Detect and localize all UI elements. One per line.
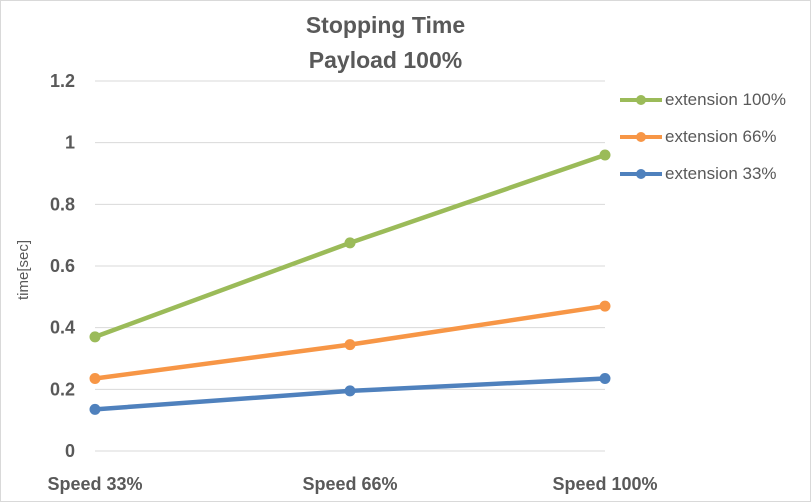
- data-point: [344, 237, 356, 249]
- series-lines: [92, 152, 608, 412]
- data-point: [599, 300, 611, 312]
- x-axis-ticks: Speed 33% Speed 66% Speed 100%: [47, 474, 657, 494]
- x-tick-label: Speed 33%: [47, 474, 142, 494]
- y-tick-label: 1.2: [50, 71, 75, 91]
- y-tick-label: 0.4: [50, 318, 75, 338]
- data-point: [599, 149, 611, 161]
- legend-swatch: [620, 95, 662, 105]
- x-tick-label: Speed 100%: [552, 474, 657, 494]
- data-point: [89, 331, 101, 343]
- legend-swatch: [620, 169, 662, 179]
- data-point: [599, 373, 611, 385]
- data-point: [89, 403, 101, 415]
- legend-label: extension 100%: [665, 90, 786, 109]
- y-axis-label: time[sec]: [15, 240, 32, 300]
- legend-label: extension 33%: [665, 164, 777, 183]
- chart-title-line-2: Payload 100%: [308, 47, 463, 73]
- y-tick-label: 0.6: [50, 256, 75, 276]
- data-point: [344, 385, 356, 397]
- data-point: [344, 339, 356, 351]
- legend-swatch: [620, 132, 662, 142]
- y-tick-label: 0.2: [50, 379, 75, 399]
- series-points: [89, 149, 611, 415]
- x-tick-label: Speed 66%: [302, 474, 397, 494]
- legend-label: extension 66%: [665, 127, 777, 146]
- y-tick-label: 0.8: [50, 194, 75, 214]
- y-tick-label: 0: [65, 441, 75, 461]
- y-tick-label: 1: [65, 133, 75, 153]
- chart-title-line-1: Stopping Time: [305, 12, 466, 38]
- y-axis-ticks: 0 0.2 0.4 0.6 0.8 1 1.2: [50, 71, 75, 461]
- data-point: [89, 373, 101, 385]
- gridlines: [95, 80, 605, 452]
